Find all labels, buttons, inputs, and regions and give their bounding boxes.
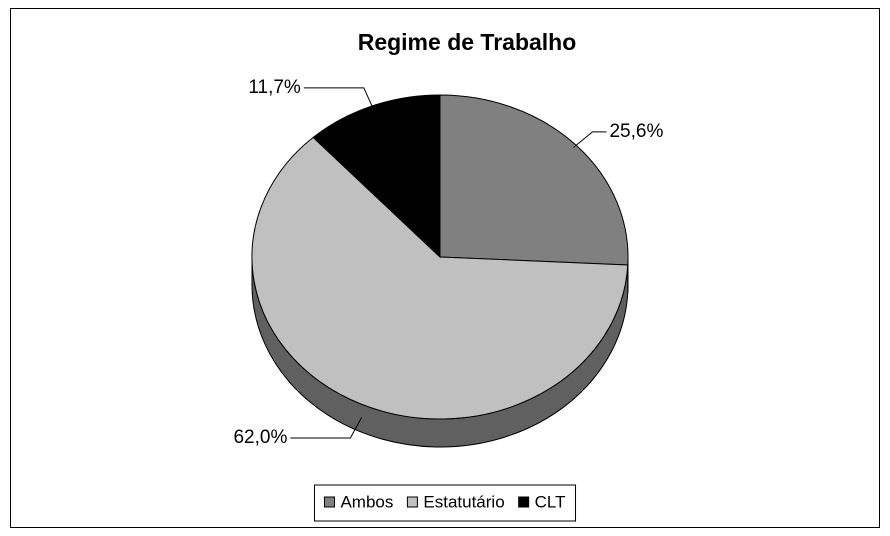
legend-swatch <box>323 496 335 508</box>
leader-line <box>303 87 374 110</box>
legend-swatch <box>406 496 418 508</box>
legend-swatch <box>518 496 530 508</box>
pie-slice <box>251 136 629 420</box>
legend-label: Ambos <box>340 492 393 511</box>
data-label: 25,6% <box>609 121 663 142</box>
legend-label: CLT <box>535 492 566 511</box>
chart-title: Regime de Trabalho <box>358 29 577 55</box>
legend-label: Estatutário <box>423 492 504 511</box>
legend: Ambos Estatutário CLT <box>313 484 577 522</box>
leader-line <box>573 131 607 148</box>
legend-box <box>313 484 577 522</box>
data-label: 62,0% <box>233 427 287 448</box>
leader-line <box>290 417 363 439</box>
data-label: 11,7% <box>248 77 301 98</box>
